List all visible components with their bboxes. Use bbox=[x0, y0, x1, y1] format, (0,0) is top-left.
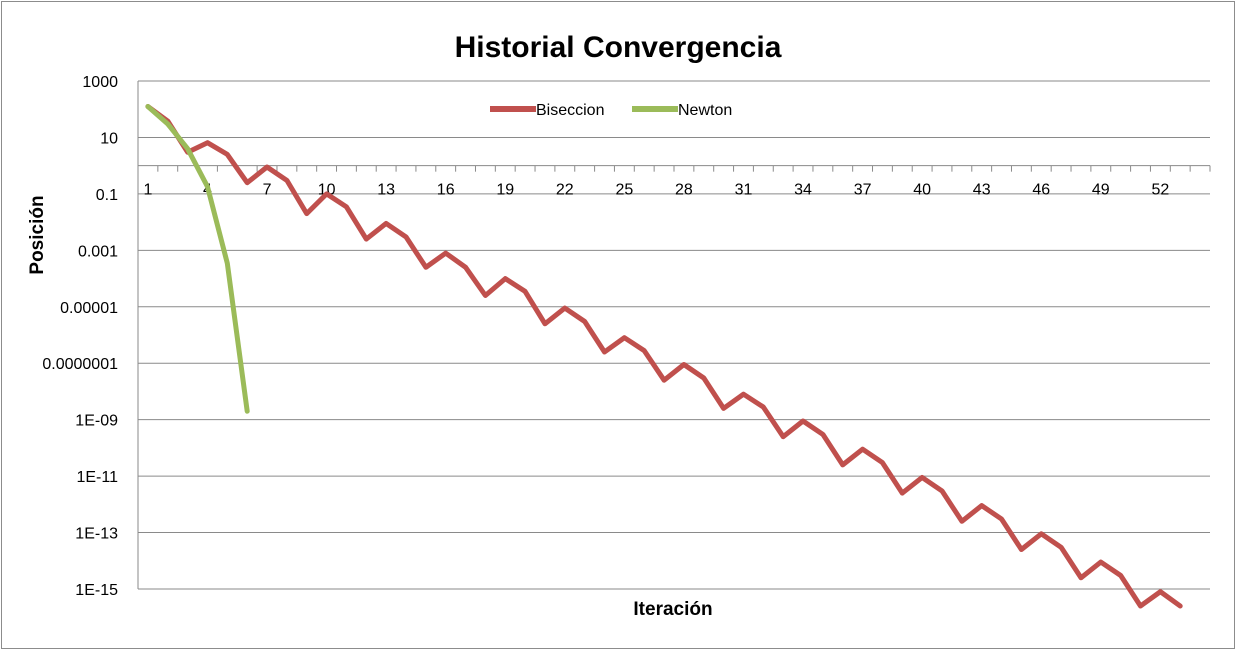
legend-label-biseccion: Biseccion bbox=[536, 102, 604, 119]
y-tick-label: 1E-11 bbox=[76, 469, 118, 486]
x-tick-label: 16 bbox=[437, 182, 455, 199]
x-tick-label: 43 bbox=[973, 182, 991, 199]
x-axis: 1 4 7 10 13 16 19 22 25 28 31 34 37 40 43 46 49 52 bbox=[137, 165, 1211, 199]
y-tick-label: 0.0000001 bbox=[42, 356, 118, 373]
legend-label-newton: Newton bbox=[678, 102, 732, 119]
y-axis-title: Posición bbox=[27, 195, 48, 274]
y-tick-label: 0.1 bbox=[96, 187, 118, 204]
legend: Biseccion Newton bbox=[490, 102, 732, 119]
y-tick-label: 10 bbox=[100, 130, 118, 147]
y-axis-ticks: 1000 10 0.1 0.001 0.00001 0.0000001 1E-09 1E-11… bbox=[42, 74, 118, 599]
x-tick-label: 52 bbox=[1151, 182, 1169, 199]
x-tick-label: 40 bbox=[913, 182, 931, 199]
y-tick-label: 0.00001 bbox=[60, 300, 118, 317]
chart-title: Historial Convergencia bbox=[455, 31, 782, 64]
x-tick-label: 7 bbox=[263, 182, 272, 199]
x-tick-label: 46 bbox=[1032, 182, 1050, 199]
x-axis-title: Iteración bbox=[633, 599, 712, 620]
x-tick-label: 1 bbox=[143, 182, 152, 199]
x-tick-label: 25 bbox=[615, 182, 633, 199]
x-tick-label: 34 bbox=[794, 182, 812, 199]
x-tick-label: 19 bbox=[496, 182, 514, 199]
gridlines bbox=[137, 80, 1210, 590]
y-tick-label: 1E-13 bbox=[75, 526, 118, 543]
series-line-biseccion bbox=[145, 104, 1183, 609]
x-tick-label: 31 bbox=[735, 182, 753, 199]
series-lines bbox=[145, 104, 1183, 609]
x-tick-label: 28 bbox=[675, 182, 693, 199]
y-tick-label: 0.001 bbox=[78, 243, 118, 260]
x-tick-label: 13 bbox=[377, 182, 395, 199]
series-line-newton bbox=[145, 104, 250, 414]
x-tick-label: 37 bbox=[854, 182, 872, 199]
y-tick-label: 1000 bbox=[82, 74, 118, 91]
y-tick-label: 1E-09 bbox=[75, 413, 118, 430]
y-tick-label: 1E-15 bbox=[75, 582, 118, 599]
x-tick-label: 49 bbox=[1092, 182, 1110, 199]
x-tick-label: 22 bbox=[556, 182, 574, 199]
